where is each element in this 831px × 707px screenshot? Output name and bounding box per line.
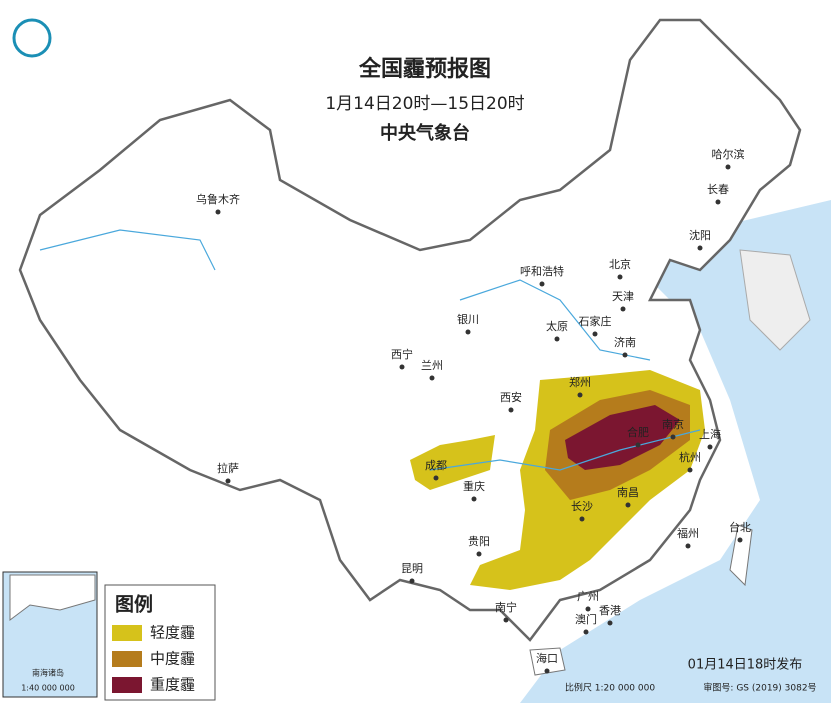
city-label: 沈阳	[689, 228, 711, 242]
city-dot	[225, 478, 231, 484]
legend-label: 轻度霾	[150, 624, 195, 642]
city-label: 长沙	[571, 500, 593, 513]
title: 全国霾预报图	[358, 56, 491, 82]
city-dot	[429, 375, 435, 381]
rivers	[39, 229, 701, 471]
city-label: 昆明	[401, 562, 423, 575]
city-dot	[592, 331, 598, 337]
legend-title: 图例	[115, 593, 153, 616]
city-label: 北京	[609, 257, 631, 271]
city-dot	[539, 281, 545, 287]
city-label: 拉萨	[217, 461, 239, 475]
city-dot	[215, 209, 221, 215]
city-dot	[577, 392, 583, 398]
city-label: 西安	[500, 390, 522, 404]
light-haze	[410, 435, 495, 490]
city-label: 呼和浩特	[520, 264, 564, 278]
city-dot	[554, 336, 560, 342]
city-dot	[433, 475, 439, 481]
legend-swatch	[112, 651, 142, 667]
city-dot	[607, 620, 613, 626]
city-label: 成都	[425, 459, 447, 472]
city-label: 杭州	[679, 450, 701, 464]
city-dot	[620, 306, 626, 312]
legend-swatch	[112, 625, 142, 641]
city-label: 合肥	[627, 425, 649, 439]
city-dot	[715, 199, 721, 205]
logo	[12, 18, 52, 58]
city-label: 海口	[536, 651, 558, 665]
city-dot	[579, 516, 585, 522]
legend-label: 重度霾	[150, 676, 195, 694]
city-label: 台北	[729, 520, 751, 534]
city-dot	[697, 245, 703, 251]
city-dot	[583, 629, 589, 635]
issuer: 中央气象台	[380, 122, 470, 144]
city-dot	[707, 444, 713, 450]
city-label: 西宁	[391, 347, 413, 361]
city-label: 长春	[707, 183, 729, 196]
city-label: 重庆	[463, 479, 485, 493]
city-dot	[508, 407, 514, 413]
city-label: 香港	[599, 604, 621, 617]
city-dot	[687, 467, 693, 473]
city-dot	[503, 617, 509, 623]
city-dot	[544, 668, 550, 674]
city-dot	[399, 364, 405, 370]
city-label: 南宁	[495, 600, 517, 614]
city-label: 银川	[457, 312, 479, 326]
inset-label: 南海诸岛	[32, 668, 64, 678]
city-label: 南昌	[617, 486, 639, 499]
city-label: 太原	[546, 320, 568, 333]
city-dot	[409, 578, 415, 584]
city-label: 兰州	[421, 359, 443, 372]
inset-land	[9, 574, 96, 621]
legend-label: 中度霾	[150, 650, 195, 668]
city-label: 南京	[662, 417, 684, 431]
city-dot	[725, 164, 731, 170]
subtitle: 1月14日20时—15日20时	[325, 94, 524, 114]
issued-time: 01月14日18时发布	[688, 657, 803, 673]
taiwan	[729, 524, 753, 587]
city-dot	[635, 442, 641, 448]
city-label: 福州	[677, 526, 699, 540]
review-number: 审图号: GS (2019) 3082号	[703, 682, 816, 694]
city-label: 上海	[699, 427, 721, 441]
legend-swatch	[112, 677, 142, 693]
inset-scale: 1:40 000 000	[21, 684, 75, 693]
city-label: 天津	[612, 290, 634, 303]
city-label: 济南	[614, 335, 636, 349]
city-label: 贵阳	[468, 535, 490, 548]
city-dot	[471, 496, 477, 502]
hainan	[529, 647, 566, 676]
scale: 比例尺 1:20 000 000	[565, 682, 655, 694]
city-dot	[625, 502, 631, 508]
city-dot	[670, 434, 676, 440]
city-dot	[617, 274, 623, 280]
city-dot	[737, 537, 743, 543]
city-label: 石家庄	[579, 314, 612, 328]
sea	[520, 200, 831, 703]
korea	[739, 249, 811, 351]
city-label: 哈尔滨	[712, 147, 745, 161]
city-label: 郑州	[569, 375, 591, 389]
severe-haze	[565, 405, 680, 470]
city-dot	[685, 543, 691, 549]
city-dot	[465, 329, 471, 335]
city-label: 澳门	[575, 612, 597, 626]
city-label: 乌鲁木齐	[196, 192, 240, 206]
city-dot	[585, 606, 591, 612]
city-dot	[476, 551, 482, 557]
city-dot	[622, 352, 628, 358]
city-label: 广州	[577, 590, 599, 603]
